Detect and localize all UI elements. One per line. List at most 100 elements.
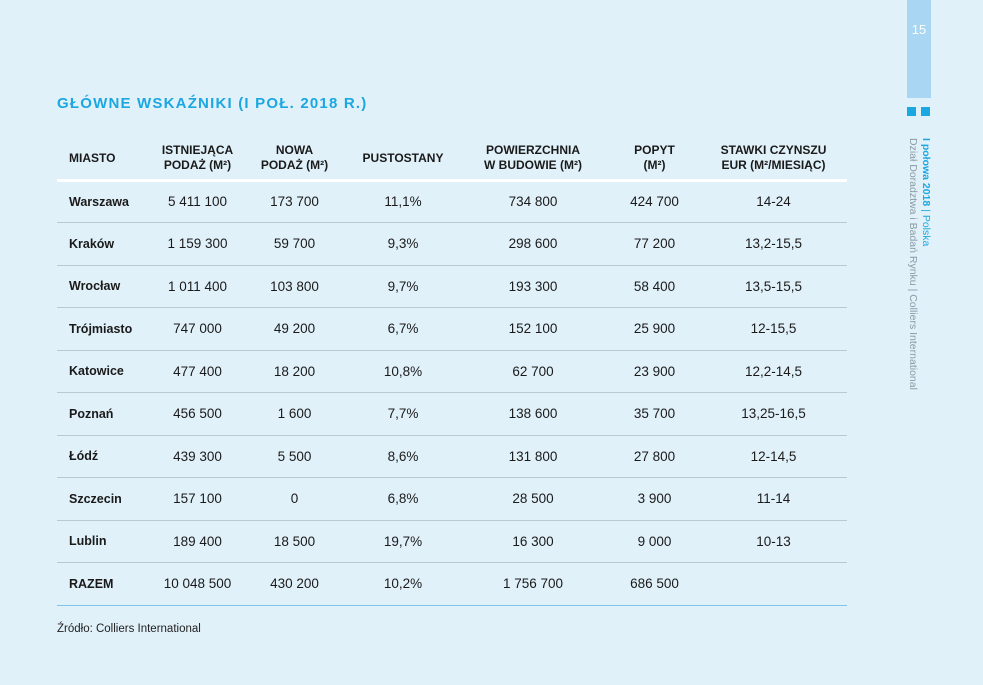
- value-cell: 35 700: [609, 392, 700, 436]
- value-cell: 9 000: [609, 520, 700, 563]
- table-row: Kraków 1 159 300 59 700 9,3% 298 600 77 200 13…: [57, 222, 847, 266]
- table-row: Lublin 189 400 18 500 19,7% 16 300 9 000 10-13: [57, 520, 847, 563]
- value-cell: 13,5-15,5: [700, 265, 847, 308]
- value-cell: 424 700: [609, 180, 700, 223]
- city-cell: Poznań: [57, 392, 155, 436]
- table-row: Warszawa 5 411 100 173 700 11,1% 734 800 424 …: [57, 180, 847, 223]
- table-title: GŁÓWNE WSKAŹNIKI (I POŁ. 2018 R.): [57, 95, 368, 112]
- city-cell: Lublin: [57, 520, 155, 563]
- table-row: Poznań 456 500 1 600 7,7% 138 600 35 700 13,25…: [57, 392, 847, 436]
- value-cell: 62 700: [457, 350, 609, 393]
- value-cell: 456 500: [155, 392, 240, 436]
- column-header: ISTNIEJĄCA PODAŻ (M²): [155, 138, 240, 180]
- value-cell: 16 300: [457, 520, 609, 563]
- value-cell: [700, 562, 847, 606]
- table-row: Katowice 477 400 18 200 10,8% 62 700 23 900 12…: [57, 350, 847, 393]
- value-cell: 12-14,5: [700, 435, 847, 478]
- value-cell: 686 500: [609, 562, 700, 606]
- value-cell: 27 800: [609, 435, 700, 478]
- column-header-line: EUR (M²/MIESIĄC): [721, 158, 826, 173]
- column-header-line: PUSTOSTANY: [362, 150, 444, 165]
- indicators-table: MIASTO ISTNIEJĄCA PODAŻ (M²) NOWA PODAŻ (M²)…: [57, 138, 847, 606]
- column-header: POWIERZCHNIA W BUDOWIE (M²): [457, 138, 609, 180]
- column-header: POPYT (M²): [609, 138, 700, 180]
- column-header: MIASTO: [57, 138, 155, 180]
- value-cell: 25 900: [609, 307, 700, 351]
- column-header: NOWA PODAŻ (M²): [240, 138, 349, 180]
- value-cell: 49 200: [240, 307, 349, 351]
- value-cell: 23 900: [609, 350, 700, 393]
- value-cell: 10-13: [700, 520, 847, 563]
- decor-square: [907, 107, 916, 116]
- value-cell: 9,7%: [349, 265, 457, 308]
- column-header-line: MIASTO: [69, 150, 116, 165]
- value-cell: 10,2%: [349, 562, 457, 606]
- side-country: Polska: [920, 214, 932, 247]
- value-cell: 9,3%: [349, 222, 457, 266]
- city-cell: Łódź: [57, 435, 155, 478]
- value-cell: 734 800: [457, 180, 609, 223]
- value-cell: 1 756 700: [457, 562, 609, 606]
- column-header-line: (M²): [643, 158, 666, 173]
- source-note: Źródło: Colliers International: [57, 623, 201, 635]
- page-tab: [907, 0, 931, 98]
- column-header-line: PODAŻ (M²): [260, 158, 329, 173]
- value-cell: 5 500: [240, 435, 349, 478]
- value-cell: 103 800: [240, 265, 349, 308]
- value-cell: 1 159 300: [155, 222, 240, 266]
- column-header: STAWKI CZYNSZU EUR (M²/MIESIĄC): [700, 138, 847, 180]
- value-cell: 18 500: [240, 520, 349, 563]
- value-cell: 1 011 400: [155, 265, 240, 308]
- value-cell: 7,7%: [349, 392, 457, 436]
- value-cell: 152 100: [457, 307, 609, 351]
- column-header-line: PODAŻ (M²): [163, 158, 232, 173]
- value-cell: 77 200: [609, 222, 700, 266]
- value-cell: 13,2-15,5: [700, 222, 847, 266]
- column-header-line: POPYT: [634, 143, 675, 158]
- decor-square: [921, 107, 930, 116]
- value-cell: 19,7%: [349, 520, 457, 563]
- table-row: RAZEM 10 048 500 430 200 10,2% 1 756 700 686 …: [57, 562, 847, 606]
- side-report-line: I połowa 2018 | Polska: [919, 138, 932, 400]
- side-separator: |: [920, 206, 932, 215]
- value-cell: 58 400: [609, 265, 700, 308]
- column-header-line: ISTNIEJĄCA: [161, 143, 234, 158]
- value-cell: 1 600: [240, 392, 349, 436]
- value-cell: 189 400: [155, 520, 240, 563]
- table-body: Warszawa 5 411 100 173 700 11,1% 734 800 424 …: [57, 180, 847, 606]
- value-cell: 8,6%: [349, 435, 457, 478]
- value-cell: 298 600: [457, 222, 609, 266]
- value-cell: 14-24: [700, 180, 847, 223]
- column-header-line: NOWA: [275, 143, 314, 158]
- value-cell: 157 100: [155, 477, 240, 521]
- value-cell: 747 000: [155, 307, 240, 351]
- column-header-line: W BUDOWIE (M²): [484, 158, 582, 173]
- value-cell: 11,1%: [349, 180, 457, 223]
- table-row: Wrocław 1 011 400 103 800 9,7% 193 300 58 400…: [57, 265, 847, 308]
- value-cell: 13,25-16,5: [700, 392, 847, 436]
- city-cell: Warszawa: [57, 180, 155, 223]
- value-cell: 173 700: [240, 180, 349, 223]
- value-cell: 5 411 100: [155, 180, 240, 223]
- table-header-row: MIASTO ISTNIEJĄCA PODAŻ (M²) NOWA PODAŻ (M²)…: [57, 138, 847, 180]
- value-cell: 12,2-14,5: [700, 350, 847, 393]
- side-report-period: I połowa 2018: [920, 138, 932, 207]
- side-department: Dział Doradztwa i Badań Rynku | Colliers…: [907, 138, 919, 390]
- city-cell: Wrocław: [57, 265, 155, 308]
- value-cell: 138 600: [457, 392, 609, 436]
- value-cell: 131 800: [457, 435, 609, 478]
- value-cell: 0: [240, 477, 349, 521]
- column-header-line: POWIERZCHNIA: [486, 143, 580, 158]
- city-cell: Katowice: [57, 350, 155, 393]
- value-cell: 193 300: [457, 265, 609, 308]
- value-cell: 477 400: [155, 350, 240, 393]
- city-cell: Szczecin: [57, 477, 155, 521]
- value-cell: 439 300: [155, 435, 240, 478]
- value-cell: 3 900: [609, 477, 700, 521]
- column-header: PUSTOSTANY: [349, 138, 457, 180]
- value-cell: 59 700: [240, 222, 349, 266]
- value-cell: 12-15,5: [700, 307, 847, 351]
- value-cell: 10,8%: [349, 350, 457, 393]
- side-running-header: I połowa 2018 | Polska Dział Doradztwa i…: [906, 138, 932, 400]
- city-cell: Kraków: [57, 222, 155, 266]
